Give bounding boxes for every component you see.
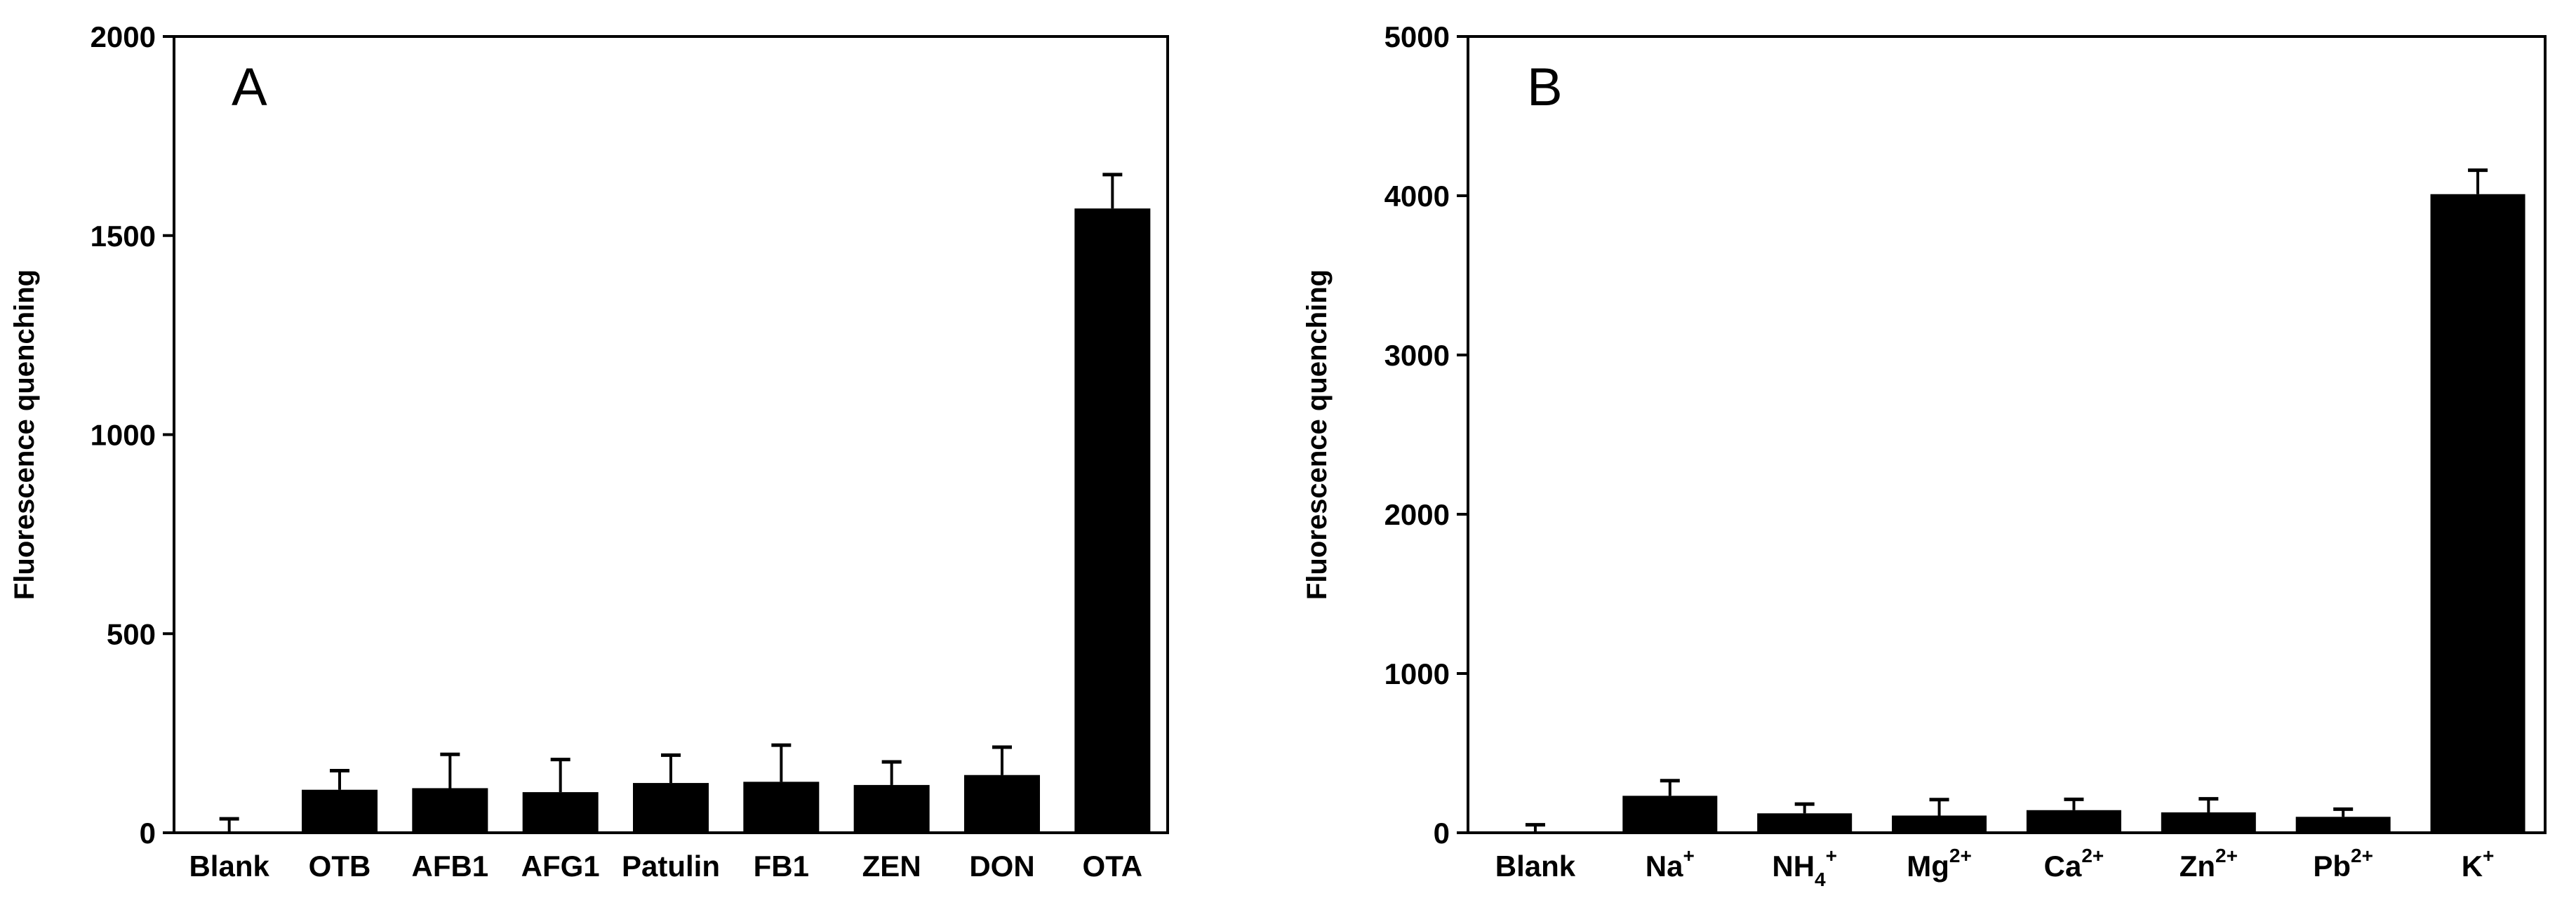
plot-frame xyxy=(1467,35,2547,834)
y-tick-label: 1000 xyxy=(1384,657,1450,690)
x-tick-text: AFG1 xyxy=(521,850,600,883)
x-tick-label: Zn2+ xyxy=(2180,845,2238,883)
y-tick-label: 500 xyxy=(107,617,156,650)
y-tick-label: 0 xyxy=(140,817,156,850)
panel-label: A xyxy=(232,58,267,117)
x-tick-text: ZEN xyxy=(862,850,921,883)
x-tick-label: AFG1 xyxy=(521,850,600,883)
x-tick-text: Blank xyxy=(1495,850,1576,883)
bar-7 xyxy=(964,775,1040,833)
y-tick-label: 1500 xyxy=(91,220,156,253)
x-tick-superscript: + xyxy=(1683,845,1694,866)
x-tick-superscript: 2+ xyxy=(2215,845,2238,866)
x-tick-label: K+ xyxy=(2462,845,2495,883)
y-tick-label: 4000 xyxy=(1384,180,1450,213)
bar-6 xyxy=(853,784,930,833)
x-tick-text: Pb xyxy=(2313,850,2351,883)
y-tick-label: 2000 xyxy=(91,20,156,53)
x-tick-superscript: 2+ xyxy=(1949,845,1972,866)
x-tick-text: DON xyxy=(969,850,1034,883)
x-tick-label: Pb2+ xyxy=(2313,845,2373,883)
y-tick-label: 5000 xyxy=(1384,20,1450,53)
y-axis-title: Fluorescence quenching xyxy=(9,269,40,600)
x-tick-label: Na+ xyxy=(1646,845,1695,883)
x-tick-superscript: 2+ xyxy=(2081,845,2104,866)
x-tick-label: Blank xyxy=(1495,850,1576,883)
bar-5 xyxy=(743,782,820,833)
bar-4 xyxy=(633,783,709,833)
x-tick-label: OTA xyxy=(1083,850,1143,883)
x-tick-label: FB1 xyxy=(754,850,809,883)
bar-3 xyxy=(1892,815,1987,833)
plot-frame xyxy=(173,35,1169,834)
y-tick-label: 0 xyxy=(1434,817,1450,850)
x-tick-text: K xyxy=(2462,850,2483,883)
bar-8 xyxy=(1074,208,1151,833)
x-tick-label: Patulin xyxy=(622,850,720,883)
panel-label: B xyxy=(1527,58,1563,117)
x-tick-text: FB1 xyxy=(754,850,809,883)
x-tick-label: DON xyxy=(969,850,1034,883)
x-tick-superscript: 2+ xyxy=(2351,845,2373,866)
bar-1 xyxy=(1622,796,1718,833)
x-tick-text: Patulin xyxy=(622,850,720,883)
x-tick-label: Blank xyxy=(189,850,269,883)
x-tick-label: ZEN xyxy=(862,850,921,883)
x-tick-label: AFB1 xyxy=(411,850,488,883)
bar-2 xyxy=(1757,813,1853,833)
x-tick-superscript: + xyxy=(2483,845,2494,866)
x-tick-label: Mg2+ xyxy=(1907,845,1972,883)
x-tick-text: OTA xyxy=(1083,850,1143,883)
x-tick-superscript: + xyxy=(1826,845,1837,866)
bar-6 xyxy=(2295,817,2391,833)
x-tick-text: Mg xyxy=(1907,850,1949,883)
x-tick-text: NH xyxy=(1772,850,1815,883)
x-tick-text: AFB1 xyxy=(411,850,488,883)
y-tick-label: 2000 xyxy=(1384,498,1450,531)
x-tick-label: Ca2+ xyxy=(2044,845,2104,883)
y-tick-label: 3000 xyxy=(1384,339,1450,372)
y-axis-title: Fluorescence quenching xyxy=(1302,269,1333,600)
bar-2 xyxy=(412,788,488,833)
x-tick-text: Zn xyxy=(2180,850,2215,883)
y-tick-label: 1000 xyxy=(91,419,156,452)
x-tick-text: Ca xyxy=(2044,850,2082,883)
x-tick-text: OTB xyxy=(309,850,371,883)
bar-7 xyxy=(2430,194,2525,833)
x-tick-subscript: 4 xyxy=(1815,869,1826,890)
x-tick-text: Na xyxy=(1646,850,1683,883)
bar-4 xyxy=(2026,810,2121,833)
x-tick-label: NH4+ xyxy=(1772,845,1837,890)
bar-3 xyxy=(522,792,599,833)
x-tick-label: OTB xyxy=(309,850,371,883)
bar-5 xyxy=(2161,812,2256,833)
bar-1 xyxy=(302,789,378,833)
x-tick-text: Blank xyxy=(189,850,269,883)
